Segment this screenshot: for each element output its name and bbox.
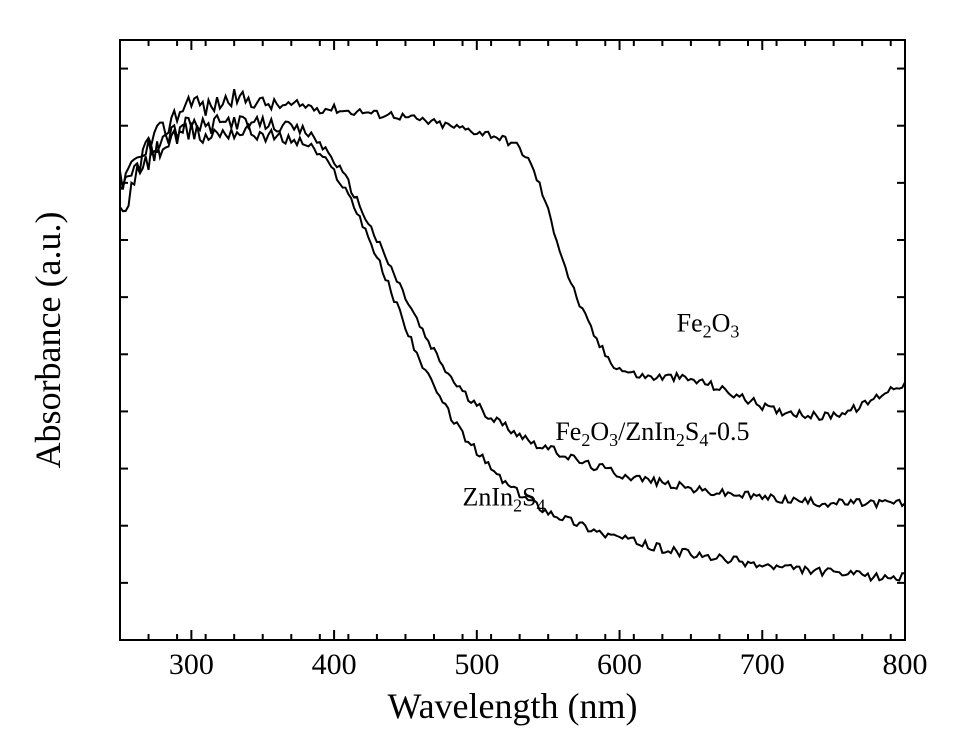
chart-svg: 300 400 500 600 700 800 Wavelength (nm) Absorba…	[0, 0, 955, 744]
x-tick-label: 700	[740, 648, 785, 681]
absorbance-chart: 300 400 500 600 700 800 Wavelength (nm) Absorba…	[0, 0, 955, 744]
x-tick-label: 300	[169, 648, 214, 681]
series-Fe2O3	[120, 89, 905, 420]
series-label-ZnIn2S4: ZnIn2S4	[463, 483, 546, 516]
x-tick-label: 400	[312, 648, 357, 681]
x-tick-label: 800	[883, 648, 928, 681]
series-label-Fe2O3_ZnIn2S4_05: Fe2O3/ZnIn2S4-0.5	[555, 417, 749, 450]
plot-box	[120, 40, 905, 640]
x-tick-label: 600	[597, 648, 642, 681]
y-axis-title: Absorbance (a.u.)	[28, 212, 68, 469]
x-axis-title: Wavelength (nm)	[387, 686, 637, 726]
series-Fe2O3_ZnIn2S4_05	[120, 115, 905, 507]
x-tick-label: 500	[454, 648, 499, 681]
series-label-Fe2O3: Fe2O3	[677, 308, 740, 341]
